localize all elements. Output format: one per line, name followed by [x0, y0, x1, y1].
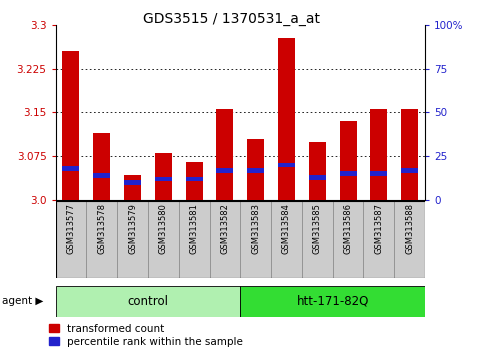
Bar: [62, 51, 79, 200]
Text: control: control: [128, 295, 169, 308]
Bar: [271, 201, 302, 278]
Bar: [148, 201, 179, 278]
Bar: [309, 175, 326, 179]
Bar: [155, 177, 172, 181]
Text: GSM313584: GSM313584: [282, 203, 291, 254]
Text: GSM313580: GSM313580: [159, 203, 168, 254]
Text: GSM313587: GSM313587: [374, 203, 384, 254]
Text: GSM313588: GSM313588: [405, 203, 414, 254]
Text: GSM313586: GSM313586: [343, 203, 353, 254]
Text: GSM313582: GSM313582: [220, 203, 229, 254]
Bar: [124, 176, 141, 200]
Bar: [247, 168, 264, 172]
Bar: [340, 171, 356, 176]
Bar: [86, 201, 117, 278]
Bar: [155, 153, 172, 200]
Bar: [302, 201, 333, 278]
Bar: [216, 109, 233, 200]
Bar: [179, 201, 210, 278]
Bar: [394, 201, 425, 278]
Bar: [401, 168, 418, 172]
Legend: transformed count, percentile rank within the sample: transformed count, percentile rank withi…: [49, 324, 243, 347]
Text: htt-171-82Q: htt-171-82Q: [297, 295, 369, 308]
Text: agent ▶: agent ▶: [2, 296, 44, 306]
Bar: [93, 173, 110, 178]
Bar: [340, 121, 356, 200]
Bar: [210, 201, 240, 278]
Bar: [117, 201, 148, 278]
Bar: [333, 201, 364, 278]
Bar: [247, 139, 264, 200]
Bar: [93, 133, 110, 200]
Bar: [185, 162, 202, 200]
Bar: [56, 286, 241, 317]
Text: GSM313579: GSM313579: [128, 203, 137, 254]
Bar: [185, 177, 202, 181]
Bar: [364, 201, 394, 278]
Bar: [240, 201, 271, 278]
Text: GSM313578: GSM313578: [97, 203, 106, 254]
Bar: [370, 109, 387, 200]
Text: GSM313581: GSM313581: [190, 203, 199, 254]
Bar: [401, 109, 418, 200]
Text: GDS3515 / 1370531_a_at: GDS3515 / 1370531_a_at: [143, 12, 320, 27]
Bar: [216, 168, 233, 172]
Text: GSM313585: GSM313585: [313, 203, 322, 254]
Text: GSM313577: GSM313577: [67, 203, 75, 254]
Bar: [309, 142, 326, 200]
Bar: [278, 38, 295, 200]
Bar: [278, 162, 295, 167]
Text: GSM313583: GSM313583: [251, 203, 260, 254]
Bar: [56, 201, 86, 278]
Bar: [124, 180, 141, 185]
Bar: [62, 166, 79, 171]
Bar: [241, 286, 425, 317]
Bar: [370, 171, 387, 176]
